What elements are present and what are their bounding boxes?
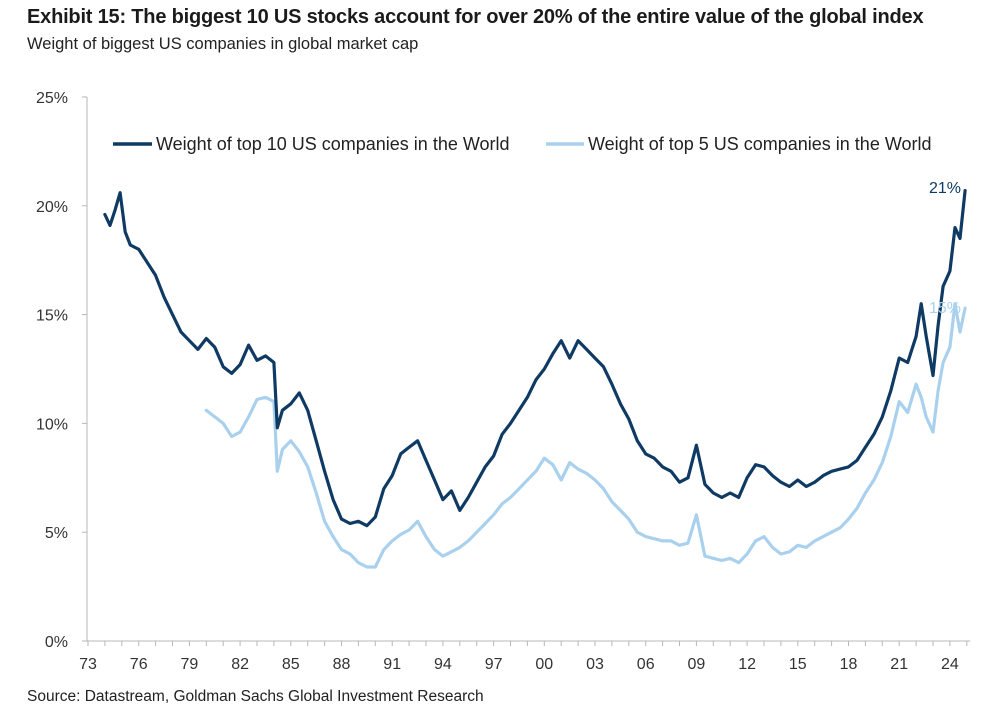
y-tick-label: 0%: [45, 634, 68, 651]
chart-axes: 0% 5% 10% 15% 20% 25% 73 76 79 82 85 88 91 94 97 00 03 06…: [36, 90, 971, 673]
x-tick-label: 97: [485, 656, 503, 673]
y-tick-label: 20%: [36, 199, 68, 216]
x-tick-label: 94: [434, 656, 452, 673]
source-note: Source: Datastream, Goldman Sachs Global…: [27, 688, 484, 705]
x-tick-label: 12: [738, 656, 756, 673]
x-tick-label: 21: [890, 656, 908, 673]
x-tick-label: 76: [130, 656, 148, 673]
x-tick-label: 03: [586, 656, 604, 673]
series-line-top5: [204, 302, 967, 569]
series-line-top10: [103, 189, 967, 528]
end-label-top10: 21%: [929, 180, 961, 197]
chart-series: [103, 189, 967, 569]
x-tick-label: 06: [637, 656, 655, 673]
x-tick-label: 18: [840, 656, 858, 673]
x-tick-label: 88: [333, 656, 351, 673]
chart-title: Exhibit 15: The biggest 10 US stocks acc…: [27, 6, 924, 28]
legend-label-top5: Weight of top 5 US companies in the Worl…: [588, 134, 932, 154]
x-tick-label: 91: [383, 656, 401, 673]
x-tick-label: 24: [941, 656, 959, 673]
end-label-top5: 15%: [929, 300, 961, 317]
x-tick-label: 15: [789, 656, 807, 673]
chart-subtitle: Weight of biggest US companies in global…: [27, 35, 419, 53]
x-tick-label: 82: [231, 656, 249, 673]
y-tick-label: 15%: [36, 308, 68, 325]
chart-legend: Weight of top 10 US companies in the Wor…: [113, 134, 932, 154]
x-tick-label: 73: [79, 656, 97, 673]
x-tick-label: 79: [181, 656, 199, 673]
y-tick-label: 10%: [36, 416, 68, 433]
y-tick-label: 5%: [45, 525, 68, 542]
x-tick-label: 09: [688, 656, 706, 673]
x-tick-label: 00: [535, 656, 553, 673]
y-tick-label: 25%: [36, 90, 68, 107]
legend-label-top10: Weight of top 10 US companies in the Wor…: [156, 134, 510, 154]
x-tick-label: 85: [282, 656, 300, 673]
